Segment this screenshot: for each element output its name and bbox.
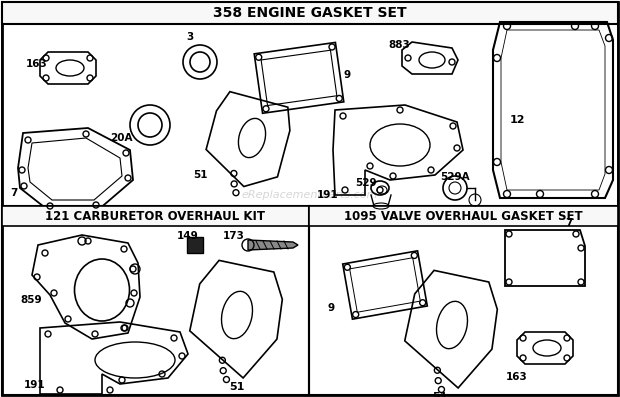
Bar xyxy=(2,206,309,226)
Text: 51: 51 xyxy=(193,170,208,180)
Polygon shape xyxy=(248,240,298,250)
Text: 529A: 529A xyxy=(440,172,469,182)
Text: 883: 883 xyxy=(388,40,410,50)
Text: 3: 3 xyxy=(187,32,193,42)
Text: 163: 163 xyxy=(506,372,528,382)
Text: 20A: 20A xyxy=(110,133,133,143)
Text: 191: 191 xyxy=(24,380,46,390)
Text: 191: 191 xyxy=(317,190,339,200)
Text: 173: 173 xyxy=(223,231,245,241)
Text: 149: 149 xyxy=(177,231,199,241)
Bar xyxy=(309,206,618,226)
Text: 51: 51 xyxy=(229,382,245,392)
Text: 358 ENGINE GASKET SET: 358 ENGINE GASKET SET xyxy=(213,6,407,20)
Text: 859: 859 xyxy=(20,295,42,305)
Text: 163: 163 xyxy=(26,59,48,69)
Bar xyxy=(2,206,309,395)
Text: 12: 12 xyxy=(509,115,525,125)
Text: 1095 VALVE OVERHAUL GASKET SET: 1095 VALVE OVERHAUL GASKET SET xyxy=(343,210,582,222)
Bar xyxy=(309,206,618,395)
Text: 51: 51 xyxy=(432,392,448,397)
Bar xyxy=(187,237,203,253)
Bar xyxy=(2,2,618,24)
Text: eReplacementParts.com: eReplacementParts.com xyxy=(242,190,378,200)
Text: 121 CARBURETOR OVERHAUL KIT: 121 CARBURETOR OVERHAUL KIT xyxy=(45,210,265,222)
Text: 7: 7 xyxy=(10,188,17,198)
Text: 9: 9 xyxy=(344,70,351,80)
Bar xyxy=(2,24,618,206)
Text: 9: 9 xyxy=(327,303,334,313)
Text: 7: 7 xyxy=(565,218,572,228)
Text: 529: 529 xyxy=(355,178,376,188)
